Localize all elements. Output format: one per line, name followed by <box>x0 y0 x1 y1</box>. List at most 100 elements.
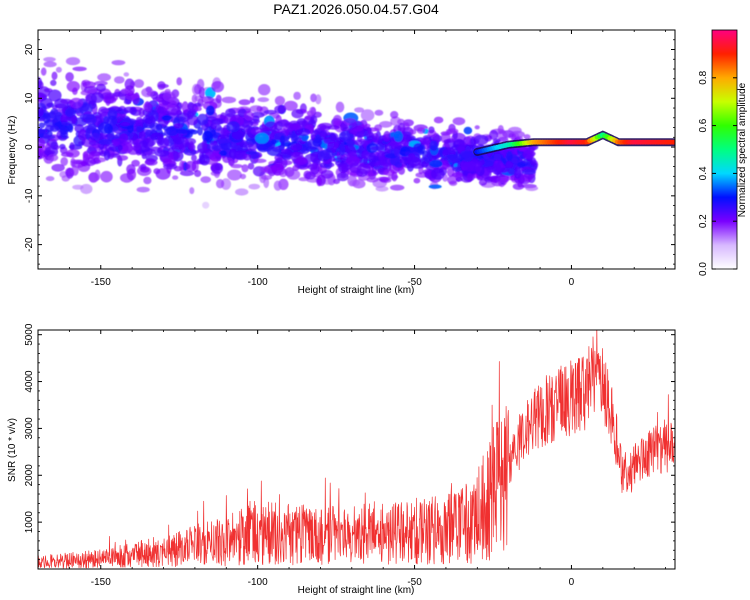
spectrogram-cell <box>150 132 164 140</box>
spectrogram-cell <box>196 113 209 126</box>
spectrogram-cell <box>120 88 130 95</box>
spectrogram-cell <box>50 79 57 86</box>
spectrogram-cell <box>390 184 405 191</box>
spectrogram-cell <box>407 156 421 167</box>
spectrogram-y-tick-label: 20 <box>24 44 35 56</box>
colorbar-label: Normalized spectral amplitude <box>737 82 748 217</box>
spectrogram-cell <box>111 60 126 66</box>
spectrogram-cell <box>491 163 502 175</box>
spectrogram-cell <box>163 91 176 102</box>
spectrogram-cell <box>179 160 185 173</box>
snr-y-tick-label: 3000 <box>24 417 35 440</box>
spectrogram-cell <box>330 134 337 141</box>
spectrogram-cell <box>522 169 536 175</box>
spectrogram-cell <box>143 176 152 185</box>
spectrogram-cell <box>69 142 75 151</box>
spectrogram-cell <box>243 153 251 161</box>
spectrogram-cell <box>38 86 50 98</box>
spectrogram-cell <box>179 170 195 177</box>
spectrogram-cell <box>226 121 240 133</box>
colorbar-tick-label: 0.0 <box>698 262 709 276</box>
spectrogram-cell <box>252 158 267 163</box>
spectrogram-cell <box>105 133 114 140</box>
spectrogram-cell <box>105 95 111 106</box>
spectrogram-cell <box>103 123 113 134</box>
snr-y-tick-label: 2000 <box>24 464 35 487</box>
spectrogram-cell <box>116 155 129 161</box>
spectrogram-cell <box>94 80 108 86</box>
spectrogram-cell <box>497 124 504 134</box>
spectrogram-cell <box>139 140 148 147</box>
spectrogram-cell <box>390 111 399 119</box>
spectrogram-cell <box>189 187 195 195</box>
spectrogram-cell <box>283 100 298 111</box>
spectrogram-cell <box>70 165 79 176</box>
spectrogram-cell <box>173 150 179 161</box>
spectrogram-cell <box>54 103 67 109</box>
spectrogram-cell <box>428 184 442 189</box>
spectrogram-cell <box>47 153 59 162</box>
spectrogram-cell <box>103 149 111 161</box>
spectrogram-cell <box>43 61 57 68</box>
snr-frame <box>37 329 676 570</box>
spectrogram-cell <box>82 81 96 89</box>
spectrogram-cell <box>374 160 388 173</box>
colorbar: 0.0 0.2 0.4 0.6 0.8 Normalized spectral ampl… <box>698 29 748 276</box>
spectrogram-cell <box>249 96 255 104</box>
spectrogram-cell <box>227 169 242 181</box>
spectrogram-cell <box>448 180 458 186</box>
spectrogram-cell <box>383 168 395 176</box>
spectrogram-cell <box>38 128 47 134</box>
colorbar-tick-label: 0.2 <box>698 214 709 228</box>
spectrogram-cell <box>154 150 170 157</box>
spectrogram-cell <box>100 170 113 183</box>
spectrogram-cell <box>82 151 89 162</box>
spectrogram-cell <box>360 109 375 122</box>
spectrogram-cell <box>79 113 95 121</box>
spectrogram-cell <box>162 158 173 165</box>
spectrogram-cell <box>270 163 284 171</box>
spectrogram-cell <box>221 96 237 104</box>
spectrogram-x-tick-label: -100 <box>248 277 268 288</box>
spectrogram-cell <box>89 132 101 141</box>
spectrogram-cell <box>135 143 142 154</box>
spectrogram-cell <box>181 101 189 113</box>
spectrogram-cell <box>291 109 304 119</box>
spectrogram-cell <box>313 129 323 135</box>
spectrogram-cell <box>445 138 456 143</box>
spectrogram-cell <box>78 141 84 146</box>
spectrogram-cell <box>257 97 270 103</box>
spectrogram-cell <box>176 128 189 134</box>
spectrogram-cell <box>511 157 518 164</box>
spectrogram-cell <box>304 171 316 180</box>
spectrogram-cell <box>473 134 489 146</box>
ridge-cell <box>669 139 675 145</box>
spectrogram-x-tick-label: -50 <box>407 277 422 288</box>
spectrogram-cell <box>140 167 150 173</box>
spectrogram-cell <box>430 168 445 180</box>
spectrogram-cell <box>231 129 245 140</box>
snr-x-label: Height of straight line (km) <box>298 585 415 596</box>
spectrogram-cell <box>493 153 501 161</box>
snr-y-tick-label: 5000 <box>24 323 35 346</box>
spectrogram-cell <box>354 107 365 113</box>
spectrogram-cell <box>280 160 293 166</box>
spectrogram-cell <box>173 123 183 129</box>
spectrogram-cell <box>124 78 135 91</box>
spectrogram-cell <box>336 172 349 182</box>
spectrogram-cell <box>157 137 170 148</box>
spectrogram-cell <box>196 78 205 90</box>
spectrogram-cell <box>48 89 62 102</box>
spectrogram-cell <box>201 140 208 151</box>
snr-x-tick-label: -150 <box>91 577 111 588</box>
spectrogram-cell <box>126 164 136 175</box>
spectrogram-cell <box>251 111 265 118</box>
spectrogram-cell <box>109 143 123 152</box>
spectrogram-cell <box>195 106 202 112</box>
spectrogram-cell <box>522 149 535 160</box>
spectrogram-cell <box>294 157 308 166</box>
spectrogram-cell <box>61 121 70 126</box>
spectrogram-cell <box>525 185 539 192</box>
spectrogram-cell <box>393 130 403 142</box>
spectrogram-cell <box>264 121 278 132</box>
